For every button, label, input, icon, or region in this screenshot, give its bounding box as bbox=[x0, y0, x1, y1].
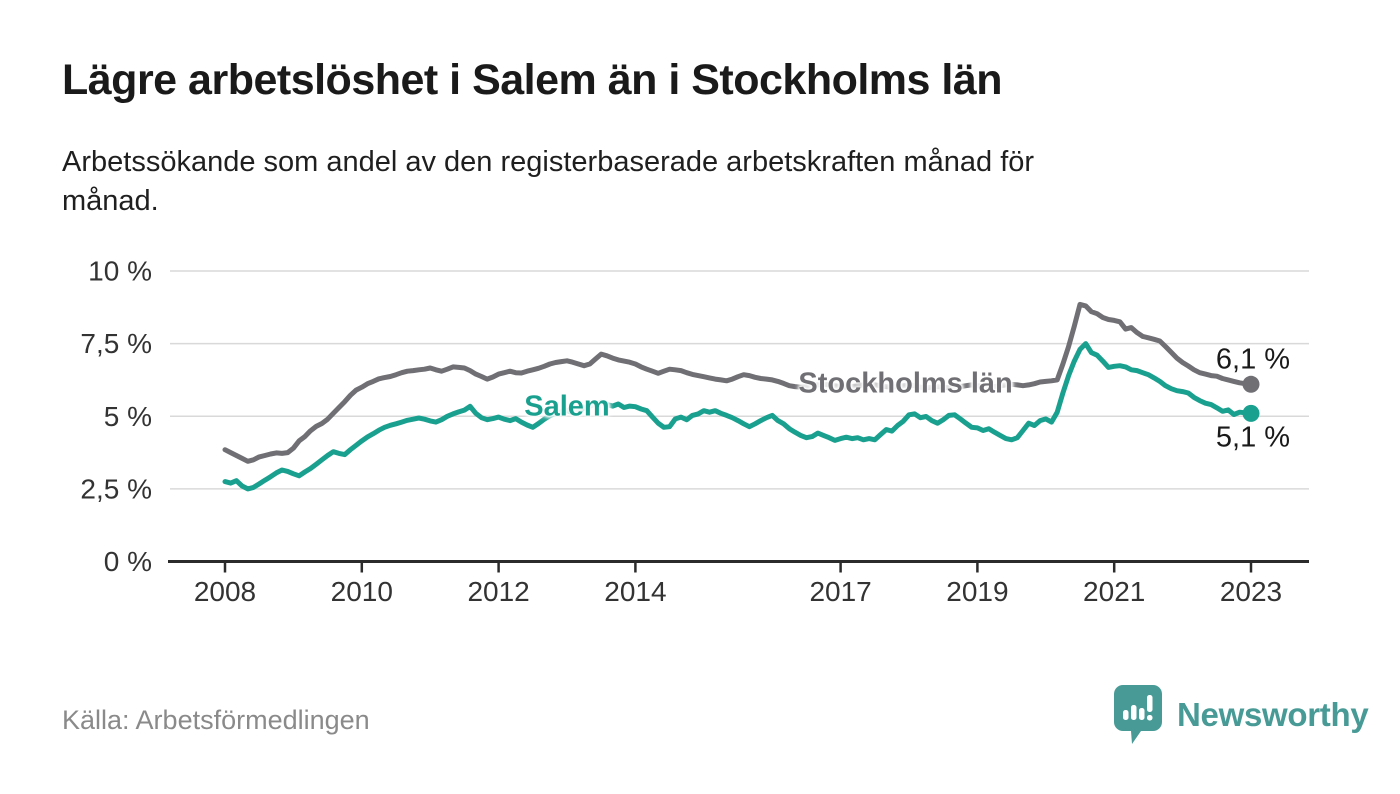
x-axis-tick-label: 2014 bbox=[604, 576, 666, 607]
newsworthy-logo: Newsworthy bbox=[1113, 684, 1369, 746]
y-axis-tick-label: 2,5 % bbox=[80, 473, 152, 504]
y-axis-tick-label: 5 % bbox=[104, 401, 152, 432]
source-text: Källa: Arbetsförmedlingen bbox=[62, 705, 370, 735]
series-end-dot-stockholms-lan bbox=[1242, 375, 1260, 393]
x-axis-tick-label: 2023 bbox=[1220, 576, 1282, 607]
chart-subtitle-line1: Arbetssökande som andel av den registerb… bbox=[62, 146, 1035, 178]
series-line-stockholms-lan bbox=[222, 301, 1254, 464]
y-axis-tick-label: 10 % bbox=[88, 256, 152, 287]
chart-title: Lägre arbetslöshet i Salem än i Stockhol… bbox=[62, 56, 1003, 104]
y-axis-tick-label: 7,5 % bbox=[80, 328, 152, 359]
x-axis-tick-label: 2012 bbox=[467, 576, 529, 607]
series-label-salem: Salem bbox=[524, 390, 610, 423]
series-label-stockholms-lan: Stockholms län bbox=[798, 367, 1013, 400]
end-value-label-stockholms-lan: 6,1 % bbox=[1215, 343, 1291, 376]
series-line-salem bbox=[222, 341, 1254, 492]
chart-subtitle: Arbetssökande som andel av den registerb… bbox=[62, 143, 1312, 221]
x-axis-tick-label: 2010 bbox=[331, 576, 393, 607]
chart-subtitle-line2: månad. bbox=[62, 185, 159, 217]
newsworthy-logo-text: Newsworthy bbox=[1177, 696, 1369, 733]
logo-bar-chart-glyph bbox=[1123, 695, 1153, 721]
x-axis-tick-label: 2021 bbox=[1083, 576, 1145, 607]
end-value-label-salem: 5,1 % bbox=[1215, 421, 1291, 454]
series-end-dot-salem bbox=[1242, 404, 1260, 422]
x-axis-tick-label: 2017 bbox=[809, 576, 871, 607]
newsworthy-logo-icon bbox=[1114, 685, 1162, 744]
x-axis-tick-label: 2008 bbox=[194, 576, 256, 607]
x-axis-tick-label: 2019 bbox=[946, 576, 1008, 607]
y-axis-tick-label: 0 % bbox=[104, 546, 152, 577]
